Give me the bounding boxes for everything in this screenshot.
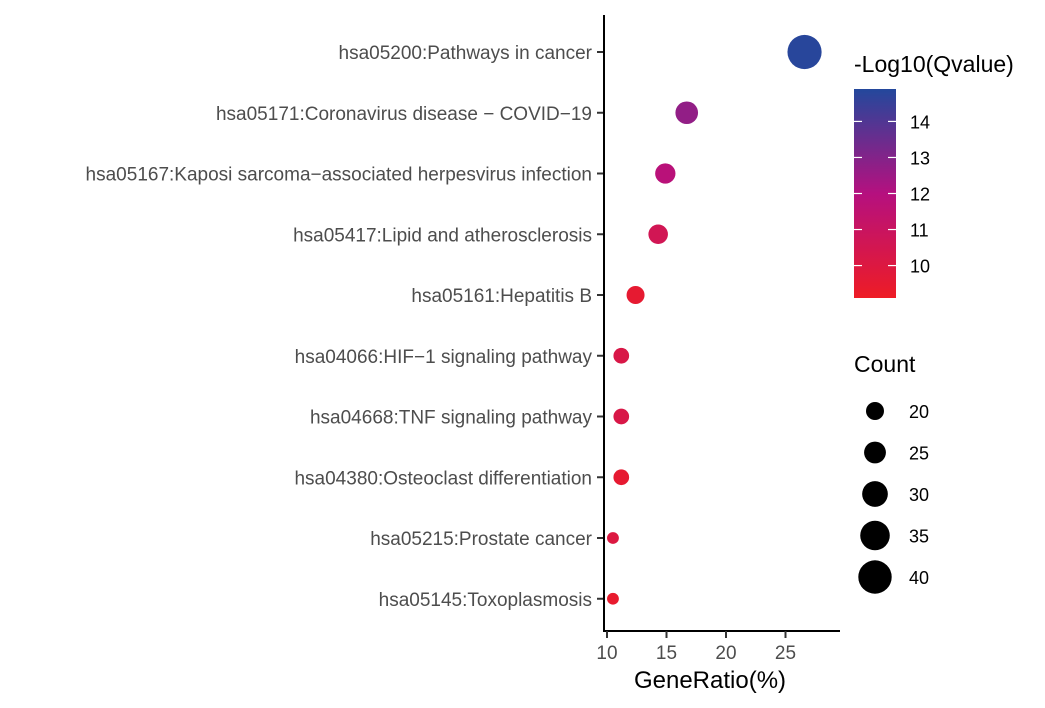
y-tick-label: hsa05171:Coronavirus disease − COVID−19	[216, 104, 592, 125]
data-point	[655, 163, 676, 184]
color-legend-ticks: 14 13 12 11 10	[854, 112, 930, 277]
data-point	[648, 224, 668, 245]
size-legend-circle	[860, 520, 890, 551]
y-tick-label: hsa05167:Kaposi sarcoma−associated herpe…	[86, 165, 592, 186]
x-tick-label: 25	[775, 643, 796, 664]
data-point	[613, 408, 630, 425]
y-tick-label: hsa05417:Lipid and atherosclerosis	[293, 225, 592, 246]
x-tick-label: 15	[656, 643, 677, 664]
y-tick-label: hsa04066:HIF−1 signaling pathway	[295, 347, 593, 368]
data-points	[607, 34, 822, 605]
x-tick-label: 20	[715, 643, 736, 664]
data-point	[626, 286, 645, 304]
x-tick-label: 10	[596, 643, 617, 664]
data-point	[787, 34, 822, 70]
color-tick-label: 11	[910, 221, 929, 241]
data-point	[607, 592, 619, 605]
size-legend-circle	[866, 402, 884, 420]
size-legend-label: 25	[909, 444, 929, 464]
data-point	[613, 469, 630, 486]
color-tick-label: 14	[910, 112, 930, 132]
y-axis-labels: hsa05200:Pathways in cancer hsa05171:Coro…	[86, 43, 593, 611]
data-point	[607, 532, 619, 544]
x-axis-ticks: 10 15 20 25	[596, 631, 796, 664]
data-point	[675, 101, 699, 125]
y-tick-label: hsa05145:Toxoplasmosis	[379, 590, 592, 611]
y-tick-label: hsa04668:TNF signaling pathway	[310, 408, 593, 429]
color-tick-label: 12	[910, 185, 930, 205]
color-tick-label: 13	[910, 148, 930, 168]
color-legend-title: -Log10(Qvalue)	[854, 51, 1014, 77]
y-tick-label: hsa04380:Osteoclast differentiation	[294, 468, 592, 489]
y-tick-label: hsa05200:Pathways in cancer	[339, 43, 593, 64]
y-tick-label: hsa05215:Prostate cancer	[370, 529, 592, 550]
size-legend-title: Count	[854, 351, 916, 377]
size-legend-label: 35	[909, 527, 929, 547]
size-legend: 20 25 30 35 40	[858, 402, 929, 594]
x-axis-title: GeneRatio(%)	[634, 667, 786, 694]
size-legend-circle	[858, 560, 892, 594]
data-point	[613, 347, 630, 364]
size-legend-label: 40	[909, 568, 929, 588]
color-tick-label: 10	[910, 257, 930, 277]
size-legend-label: 30	[909, 485, 929, 505]
size-legend-label: 20	[909, 402, 929, 422]
size-legend-circle	[862, 481, 888, 507]
y-tick-label: hsa05161:Hepatitis B	[411, 286, 592, 307]
size-legend-circle	[864, 441, 886, 464]
y-axis-ticks	[597, 51, 604, 600]
